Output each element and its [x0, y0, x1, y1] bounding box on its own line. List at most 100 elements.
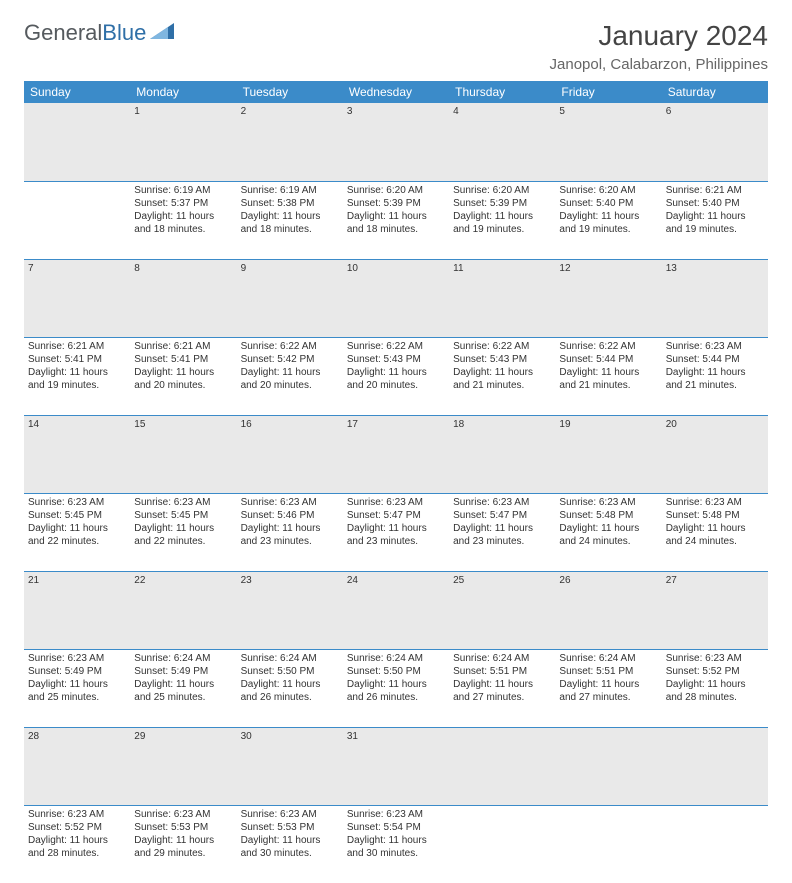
day-number: 6	[662, 103, 768, 181]
day-line: Daylight: 11 hours	[453, 678, 551, 691]
day-number: 20	[662, 415, 768, 493]
day-line: Daylight: 11 hours	[134, 678, 232, 691]
day-line: Sunset: 5:51 PM	[559, 665, 657, 678]
day-header-row: SundayMondayTuesdayWednesdayThursdayFrid…	[24, 81, 768, 103]
day-line: and 23 minutes.	[241, 535, 339, 548]
day-line: Sunset: 5:47 PM	[453, 509, 551, 522]
day-line: Sunrise: 6:24 AM	[347, 652, 445, 665]
day-line: Sunset: 5:43 PM	[453, 353, 551, 366]
day-line: and 22 minutes.	[134, 535, 232, 548]
day-number: 12	[555, 259, 661, 337]
day-header: Wednesday	[343, 81, 449, 103]
day-line: Daylight: 11 hours	[28, 834, 126, 847]
day-cell: Sunrise: 6:23 AMSunset: 5:48 PMDaylight:…	[662, 493, 768, 571]
day-line: Sunset: 5:51 PM	[453, 665, 551, 678]
day-line: Sunrise: 6:21 AM	[28, 340, 126, 353]
day-line: and 24 minutes.	[666, 535, 764, 548]
day-header: Friday	[555, 81, 661, 103]
header: GeneralBlue January 2024 Janopol, Calaba…	[24, 20, 768, 73]
day-line: Sunrise: 6:23 AM	[559, 496, 657, 509]
day-line: Sunrise: 6:23 AM	[347, 496, 445, 509]
day-line: and 24 minutes.	[559, 535, 657, 548]
day-number-row: 21222324252627	[24, 571, 768, 649]
day-number: 1	[130, 103, 236, 181]
logo-part1: General	[24, 20, 102, 45]
day-number-row: 78910111213	[24, 259, 768, 337]
day-line: and 28 minutes.	[666, 691, 764, 704]
day-number: 21	[24, 571, 130, 649]
day-cell: Sunrise: 6:20 AMSunset: 5:40 PMDaylight:…	[555, 181, 661, 259]
day-header: Saturday	[662, 81, 768, 103]
day-cell: Sunrise: 6:23 AMSunset: 5:45 PMDaylight:…	[130, 493, 236, 571]
day-cell: Sunrise: 6:23 AMSunset: 5:52 PMDaylight:…	[24, 805, 130, 883]
day-line: Daylight: 11 hours	[241, 366, 339, 379]
day-content: Sunrise: 6:23 AMSunset: 5:44 PMDaylight:…	[666, 340, 764, 392]
day-line: and 18 minutes.	[241, 223, 339, 236]
day-number: 22	[130, 571, 236, 649]
day-cell: Sunrise: 6:24 AMSunset: 5:51 PMDaylight:…	[555, 649, 661, 727]
day-line: Sunrise: 6:23 AM	[666, 496, 764, 509]
day-line: and 21 minutes.	[453, 379, 551, 392]
day-cell: Sunrise: 6:22 AMSunset: 5:42 PMDaylight:…	[237, 337, 343, 415]
day-cell: Sunrise: 6:22 AMSunset: 5:44 PMDaylight:…	[555, 337, 661, 415]
day-line: Sunrise: 6:22 AM	[453, 340, 551, 353]
day-line: Sunrise: 6:21 AM	[666, 184, 764, 197]
logo-part2: Blue	[102, 20, 146, 45]
day-line: Sunrise: 6:23 AM	[134, 808, 232, 821]
day-number: 24	[343, 571, 449, 649]
day-line: Sunset: 5:39 PM	[347, 197, 445, 210]
day-number-row: 123456	[24, 103, 768, 181]
day-line: Daylight: 11 hours	[347, 522, 445, 535]
day-line: Sunset: 5:52 PM	[666, 665, 764, 678]
day-line: Daylight: 11 hours	[241, 834, 339, 847]
day-number: 9	[237, 259, 343, 337]
day-line: Sunrise: 6:19 AM	[241, 184, 339, 197]
day-line: Sunset: 5:45 PM	[28, 509, 126, 522]
triangle-icon	[150, 21, 176, 46]
day-number: 29	[130, 727, 236, 805]
day-line: Sunrise: 6:23 AM	[28, 808, 126, 821]
day-number: 16	[237, 415, 343, 493]
day-line: Sunrise: 6:24 AM	[134, 652, 232, 665]
day-line: and 19 minutes.	[453, 223, 551, 236]
day-cell: Sunrise: 6:19 AMSunset: 5:38 PMDaylight:…	[237, 181, 343, 259]
day-number: 27	[662, 571, 768, 649]
day-line: Daylight: 11 hours	[666, 210, 764, 223]
day-cell	[449, 805, 555, 883]
day-number: 11	[449, 259, 555, 337]
day-cell: Sunrise: 6:23 AMSunset: 5:52 PMDaylight:…	[662, 649, 768, 727]
day-header: Thursday	[449, 81, 555, 103]
day-line: Sunrise: 6:23 AM	[347, 808, 445, 821]
day-line: Daylight: 11 hours	[666, 522, 764, 535]
day-header: Sunday	[24, 81, 130, 103]
day-line: and 20 minutes.	[347, 379, 445, 392]
day-line: Sunrise: 6:23 AM	[134, 496, 232, 509]
day-cell: Sunrise: 6:24 AMSunset: 5:49 PMDaylight:…	[130, 649, 236, 727]
day-line: Daylight: 11 hours	[559, 366, 657, 379]
day-number: 25	[449, 571, 555, 649]
day-line: Daylight: 11 hours	[559, 678, 657, 691]
day-line: Sunset: 5:53 PM	[241, 821, 339, 834]
day-line: Sunset: 5:43 PM	[347, 353, 445, 366]
title-block: January 2024 Janopol, Calabarzon, Philip…	[550, 20, 768, 73]
day-line: Daylight: 11 hours	[28, 678, 126, 691]
day-line: Sunset: 5:42 PM	[241, 353, 339, 366]
day-line: Sunset: 5:48 PM	[666, 509, 764, 522]
day-line: Daylight: 11 hours	[134, 210, 232, 223]
day-number: 17	[343, 415, 449, 493]
day-line: Sunset: 5:38 PM	[241, 197, 339, 210]
day-content: Sunrise: 6:21 AMSunset: 5:41 PMDaylight:…	[134, 340, 232, 392]
day-line: and 18 minutes.	[134, 223, 232, 236]
day-number: 18	[449, 415, 555, 493]
day-number: 3	[343, 103, 449, 181]
day-number: 23	[237, 571, 343, 649]
day-line: Daylight: 11 hours	[241, 678, 339, 691]
day-number: 7	[24, 259, 130, 337]
day-line: Daylight: 11 hours	[347, 678, 445, 691]
day-line: Sunrise: 6:22 AM	[241, 340, 339, 353]
day-cell: Sunrise: 6:21 AMSunset: 5:41 PMDaylight:…	[24, 337, 130, 415]
day-number	[24, 103, 130, 181]
day-number-row: 28293031	[24, 727, 768, 805]
day-cell: Sunrise: 6:20 AMSunset: 5:39 PMDaylight:…	[449, 181, 555, 259]
day-content: Sunrise: 6:22 AMSunset: 5:43 PMDaylight:…	[347, 340, 445, 392]
